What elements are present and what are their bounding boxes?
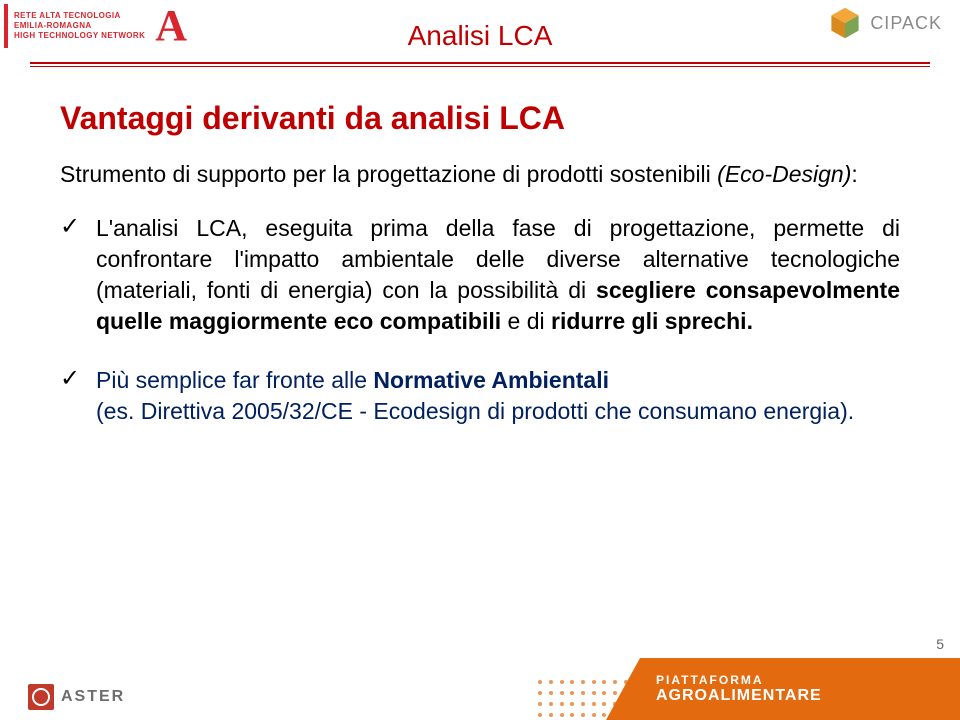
logo-line-2: EMILIA-ROMAGNA (14, 21, 145, 31)
logo-line-1: RETE ALTA TECNOLOGIA (14, 11, 145, 21)
logo-left-text: RETE ALTA TECNOLOGIA EMILIA-ROMAGNA HIGH… (14, 4, 145, 48)
lead-paragraph: Strumento di supporto per la progettazio… (60, 161, 900, 189)
bullet-1-mid: e di (501, 308, 551, 334)
header: RETE ALTA TECNOLOGIA EMILIA-ROMAGNA HIGH… (0, 0, 960, 78)
bullet-2-bold: Normative Ambientali (373, 367, 609, 393)
bullet-2-post: (es. Direttiva 2005/32/CE - Ecodesign di… (96, 398, 854, 424)
bullet-2-text: Più semplice far fronte alle Normative A… (96, 365, 900, 427)
page-number: 5 (936, 636, 944, 652)
bullet-2: ✓ Più semplice far fronte alle Normative… (60, 365, 900, 427)
bullet-2-pre: Più semplice far fronte alle (96, 367, 373, 393)
logo-letter-a: A (155, 4, 187, 48)
slide: RETE ALTA TECNOLOGIA EMILIA-ROMAGNA HIGH… (0, 0, 960, 720)
logo-line-3: HIGH TECHNOLOGY NETWORK (14, 31, 145, 41)
hr-thick (30, 62, 930, 64)
check-icon: ✓ (60, 213, 82, 337)
heading: Vantaggi derivanti da analisi LCA (60, 100, 900, 137)
logo-cipack: CIPACK (828, 6, 942, 40)
lead-pre: Strumento di supporto per la progettazio… (60, 161, 717, 187)
aster-text: ASTER (61, 688, 125, 706)
bullet-1-text: L'analisi LCA, eseguita prima della fase… (96, 213, 900, 337)
hr-thin (30, 66, 930, 67)
slide-title: Analisi LCA (408, 20, 553, 52)
lead-eco: (Eco-Design) (717, 161, 851, 187)
title-underline (30, 62, 930, 67)
cube-icon (828, 6, 862, 40)
body: Vantaggi derivanti da analisi LCA Strume… (60, 100, 900, 455)
banner-line-1: PIATTAFORMA (656, 673, 944, 687)
check-icon: ✓ (60, 365, 82, 427)
logo-rete-alta-tecnologia: RETE ALTA TECNOLOGIA EMILIA-ROMAGNA HIGH… (4, 4, 187, 48)
dot-grid-icon (535, 676, 631, 720)
bullet-1: ✓ L'analisi LCA, eseguita prima della fa… (60, 213, 900, 337)
aster-icon (28, 684, 54, 710)
piattaforma-banner: PIATTAFORMA AGROALIMENTARE (640, 658, 960, 720)
logo-bar (4, 4, 8, 48)
footer: ASTER PIATTAFORMA AGROALIMENTARE (0, 658, 960, 720)
logo-aster: ASTER (28, 684, 125, 710)
lead-post: : (851, 161, 857, 187)
bullet-1-bold2: ridurre gli sprechi. (551, 308, 753, 334)
logo-cipack-text: CIPACK (870, 13, 942, 34)
banner-line-2: AGROALIMENTARE (656, 687, 944, 705)
